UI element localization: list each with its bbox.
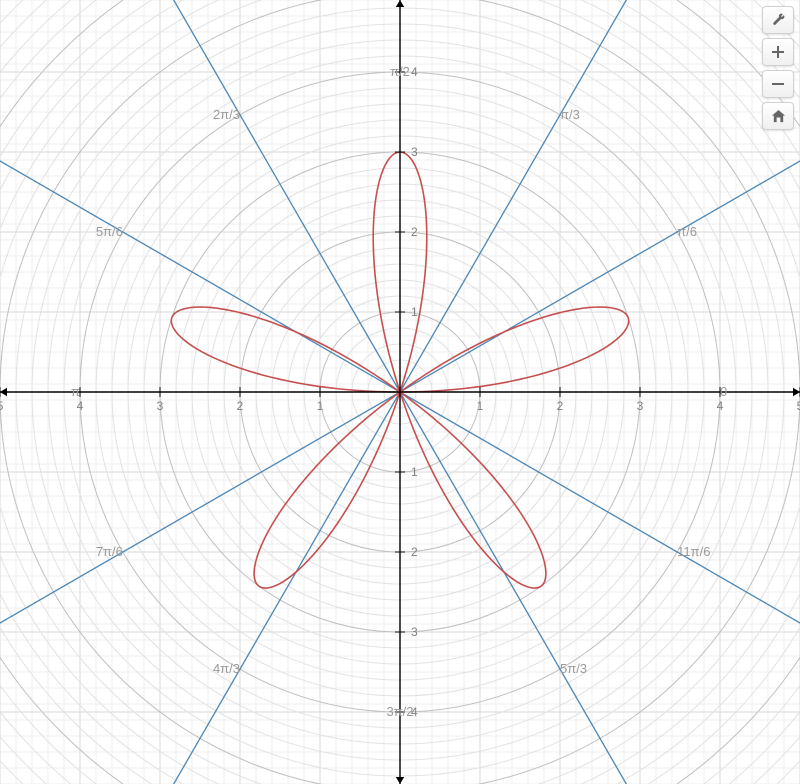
svg-text:π/3: π/3 [560,107,580,122]
settings-button[interactable] [762,6,794,34]
home-button[interactable] [762,102,794,130]
zoom-out-button[interactable] [762,70,794,98]
minus-icon [771,77,785,91]
svg-text:1: 1 [317,399,324,413]
wrench-icon [771,13,786,28]
svg-text:3: 3 [411,145,418,159]
svg-text:1: 1 [477,399,484,413]
svg-text:π/2: π/2 [390,64,410,79]
plus-icon [771,45,785,59]
svg-text:4: 4 [411,65,418,79]
svg-text:3π/2: 3π/2 [386,704,413,719]
svg-text:4: 4 [77,399,84,413]
svg-text:0: 0 [720,384,727,399]
svg-text:3: 3 [157,399,164,413]
svg-text:5π/6: 5π/6 [96,224,123,239]
svg-text:5: 5 [797,399,800,413]
svg-text:5π/3: 5π/3 [560,661,587,676]
svg-text:3: 3 [411,625,418,639]
svg-text:4: 4 [717,399,724,413]
svg-text:3: 3 [637,399,644,413]
polar-plot: 5432112345432112340π/6π/3π/22π/35π/6π7π/… [0,0,800,784]
svg-text:2: 2 [411,545,418,559]
svg-text:1: 1 [411,305,418,319]
svg-text:2: 2 [557,399,564,413]
svg-text:5: 5 [0,399,4,413]
svg-text:1: 1 [411,465,418,479]
home-icon [771,109,786,124]
svg-text:π: π [71,384,80,399]
svg-text:2π/3: 2π/3 [213,107,240,122]
plot-toolbar [762,6,794,130]
svg-text:7π/6: 7π/6 [96,544,123,559]
svg-text:2: 2 [237,399,244,413]
svg-text:π/6: π/6 [677,224,697,239]
zoom-in-button[interactable] [762,38,794,66]
svg-text:11π/6: 11π/6 [677,544,710,559]
svg-text:4π/3: 4π/3 [213,661,240,676]
svg-text:2: 2 [411,225,418,239]
